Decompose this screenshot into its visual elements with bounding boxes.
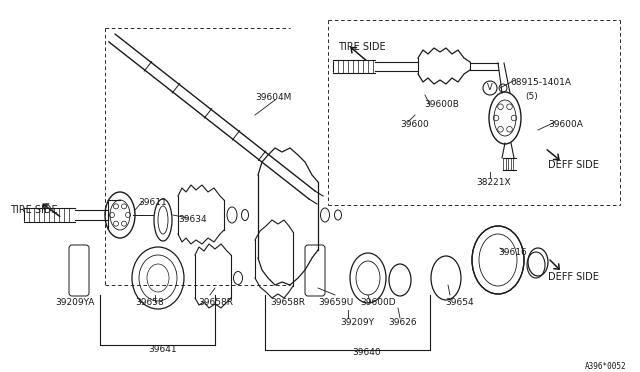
Text: 39209YA: 39209YA [55,298,94,307]
Text: 39600: 39600 [400,120,429,129]
Text: 39658R: 39658R [198,298,233,307]
Text: 39658: 39658 [135,298,164,307]
Text: 39611: 39611 [138,198,167,207]
Text: 39659U: 39659U [318,298,353,307]
Text: DEFF SIDE: DEFF SIDE [548,160,599,170]
Text: TIRE SIDE: TIRE SIDE [10,205,58,215]
Text: 39654: 39654 [445,298,474,307]
Text: 38221X: 38221X [476,178,511,187]
Text: 39640: 39640 [352,348,381,357]
Text: DEFF SIDE: DEFF SIDE [548,272,599,282]
Text: 39600B: 39600B [424,100,459,109]
Text: 08915-1401A: 08915-1401A [510,78,571,87]
Text: 39604M: 39604M [255,93,291,102]
Text: 39634: 39634 [178,215,207,224]
Text: (5): (5) [525,92,538,101]
Text: 39626: 39626 [388,318,417,327]
Text: 39600D: 39600D [360,298,396,307]
Text: V: V [487,83,493,93]
Text: 39600A: 39600A [548,120,583,129]
Text: 39641: 39641 [148,345,177,354]
Text: 39616: 39616 [498,248,527,257]
Text: 39209Y: 39209Y [340,318,374,327]
Text: TIRE SIDE: TIRE SIDE [338,42,386,52]
Text: 39658R: 39658R [270,298,305,307]
Text: A396*0052: A396*0052 [585,362,627,371]
